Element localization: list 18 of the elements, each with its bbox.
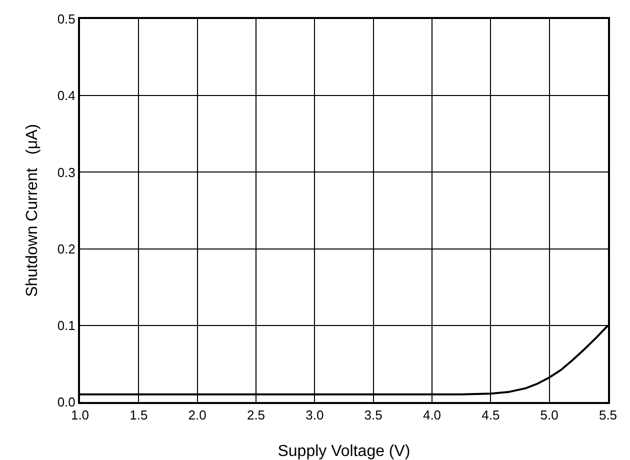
y-tick-label: 0.1 — [57, 318, 76, 333]
y-tick-label: 0.3 — [57, 164, 76, 180]
y-tick-label: 0.2 — [57, 241, 76, 256]
x-tick-label: 2.5 — [246, 408, 266, 423]
y-tick-label: 0.0 — [57, 394, 76, 410]
y-tick-label: 0.5 — [57, 12, 76, 27]
x-tick-label: 1.5 — [130, 408, 148, 423]
x-tick-label: 4.5 — [482, 408, 500, 423]
x-axis-title: Supply Voltage (V) — [278, 443, 410, 460]
x-tick-label: 2.0 — [188, 408, 206, 423]
x-tick-label: 5.5 — [598, 408, 618, 423]
y-axis-title: Shutdown Current (μA) — [24, 124, 41, 297]
x-tick-label: 3.0 — [306, 408, 324, 423]
x-tick-label: 3.5 — [364, 408, 382, 423]
x-tick-label: 1.0 — [70, 408, 90, 423]
x-tick-label: 5.0 — [540, 408, 558, 423]
y-tick-label: 0.4 — [57, 88, 76, 104]
x-tick-label: 4.0 — [422, 408, 442, 423]
